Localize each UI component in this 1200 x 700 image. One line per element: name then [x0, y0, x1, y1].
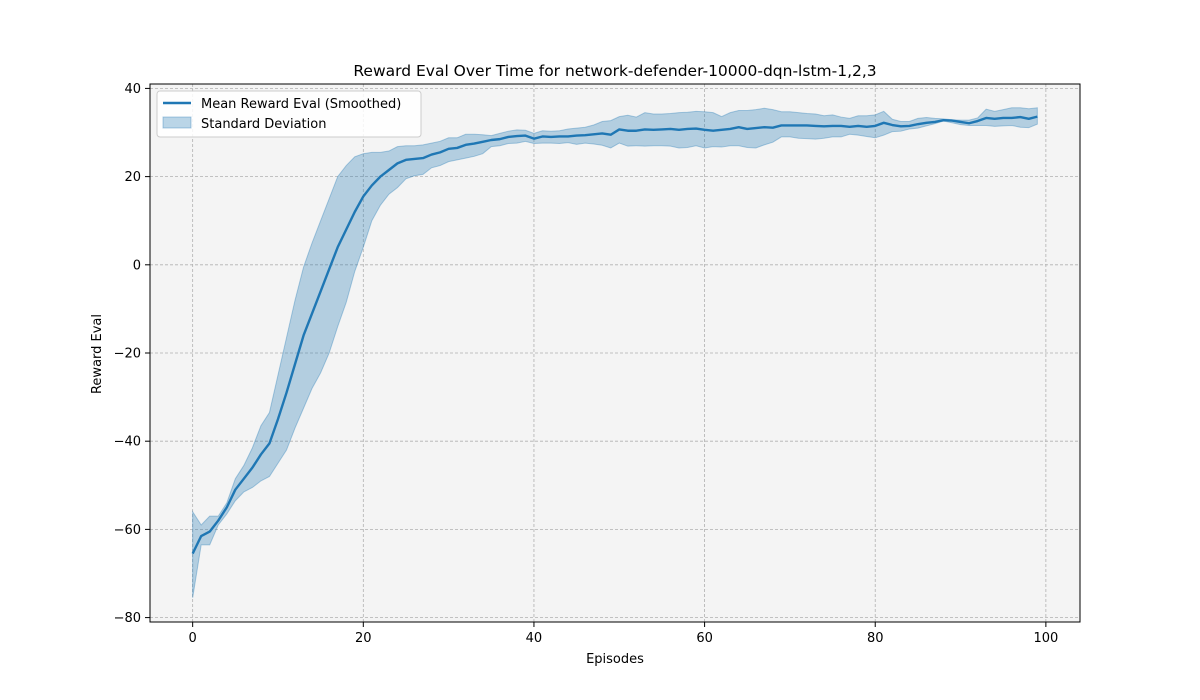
std-band — [192, 107, 1038, 598]
chart-title: Reward Eval Over Time for network-defend… — [353, 62, 876, 80]
x-tick-label: 100 — [1033, 631, 1058, 646]
x-axis: 0 20 40 60 80 100 — [189, 622, 1058, 646]
legend-label-std: Standard Deviation — [201, 117, 326, 132]
y-tick-label: −60 — [114, 523, 141, 538]
x-tick-label: 60 — [696, 631, 713, 646]
mean-line — [191, 115, 1038, 555]
x-tick-label: 40 — [526, 631, 543, 646]
legend-label-mean: Mean Reward Eval (Smoothed) — [201, 97, 401, 112]
y-axis: −80 −60 −40 −20 0 20 40 — [114, 82, 150, 626]
y-tick-label: 40 — [124, 82, 141, 97]
x-tick-label: 80 — [867, 631, 884, 646]
grid — [150, 84, 1080, 622]
y-tick-label: −40 — [114, 435, 141, 450]
legend-band-swatch — [162, 116, 192, 129]
y-axis-label: Reward Eval — [90, 314, 105, 394]
y-tick-label: −20 — [114, 347, 141, 362]
y-tick-label: 20 — [124, 170, 141, 185]
legend-box — [156, 90, 422, 138]
x-tick-label: 0 — [189, 631, 197, 646]
y-tick-label: 0 — [133, 258, 141, 273]
x-tick-label: 20 — [355, 631, 372, 646]
x-axis-label: Episodes — [586, 652, 644, 667]
y-tick-label: −80 — [114, 611, 141, 626]
legend: Mean Reward Eval (Smoothed) Standard Dev… — [156, 90, 422, 138]
